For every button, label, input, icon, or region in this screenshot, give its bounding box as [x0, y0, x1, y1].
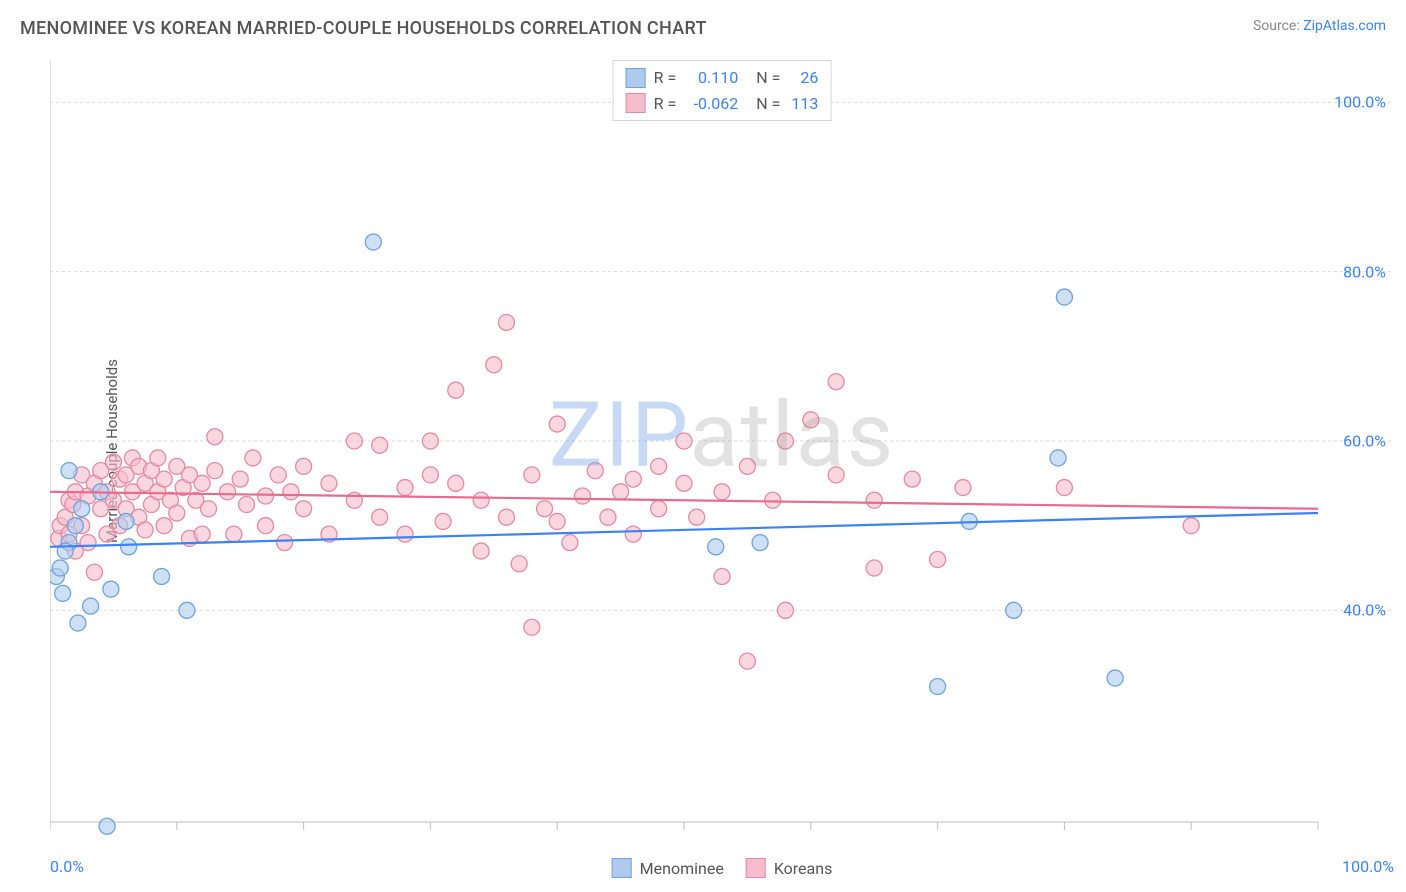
legend-label: Koreans	[774, 859, 833, 878]
n-label: N =	[756, 65, 780, 91]
n-value: 26	[788, 65, 818, 91]
y-tick-label: 100.0%	[1334, 93, 1386, 112]
r-label: R =	[654, 91, 677, 117]
r-value: -0.062	[684, 91, 738, 117]
correlation-legend: R = 0.110 N = 26 R = -0.062 N = 113	[613, 60, 832, 121]
n-label: N =	[756, 91, 780, 117]
r-value: 0.110	[684, 65, 738, 91]
n-value: 113	[788, 91, 818, 117]
legend-item-menominee: Menominee	[612, 858, 724, 878]
legend-item-koreans: Koreans	[746, 858, 833, 878]
plot-area: Married-couple Households ZIPatlas R = 0…	[50, 60, 1394, 842]
source-attribution: Source: ZipAtlas.com	[1253, 18, 1386, 34]
legend-swatch	[746, 858, 766, 878]
scatter-chart	[50, 60, 1394, 842]
legend-row-menominee: R = 0.110 N = 26	[626, 65, 819, 91]
legend-swatch	[612, 858, 632, 878]
source-link[interactable]: ZipAtlas.com	[1303, 18, 1386, 34]
x-axis-area: 0.0% Menominee Koreans 100.0%	[50, 846, 1394, 882]
legend-row-koreans: R = -0.062 N = 113	[626, 91, 819, 117]
x-max-label: 100.0%	[1342, 857, 1394, 876]
chart-title: MENOMINEE VS KOREAN MARRIED-COUPLE HOUSE…	[20, 18, 707, 39]
chart-header: MENOMINEE VS KOREAN MARRIED-COUPLE HOUSE…	[0, 0, 1406, 47]
legend-swatch	[626, 68, 646, 88]
legend-label: Menominee	[640, 859, 724, 878]
y-tick-label: 80.0%	[1343, 262, 1386, 281]
r-label: R =	[654, 65, 677, 91]
x-min-label: 0.0%	[50, 857, 84, 876]
series-legend: Menominee Koreans	[612, 858, 833, 878]
legend-swatch	[626, 93, 646, 113]
source-prefix: Source:	[1253, 18, 1303, 34]
y-tick-label: 60.0%	[1343, 432, 1386, 451]
y-tick-label: 40.0%	[1343, 601, 1386, 620]
